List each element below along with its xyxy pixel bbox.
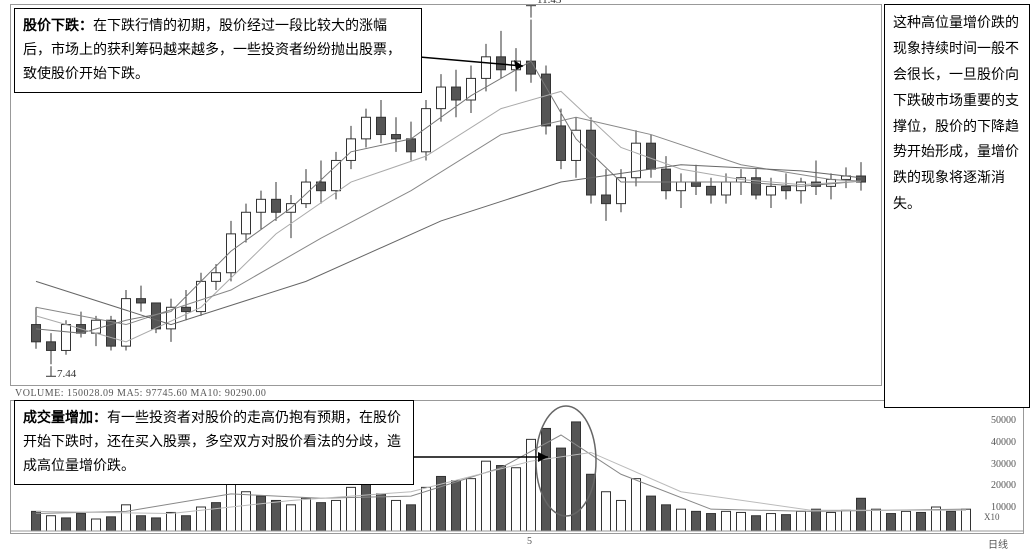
annotation-price-drop-title: 股价下跌： [23,19,93,34]
volume-ytick: 40000 [976,437,1016,448]
arrow-to-peak [408,48,538,88]
volume-header: VOLUME: 150028.09 MA5: 97745.60 MA10: 90… [15,388,266,399]
volume-ytick: 30000 [976,459,1016,470]
annotation-right: 这种高位量增价跌的现象持续时间一般不会很长，一旦股价向下跌破市场重要的支撑位，股… [884,4,1030,408]
volume-ytick: 50000 [976,415,1016,426]
annotation-price-drop: 股价下跌：在下跌行情的初期，股价经过一段比较大的涨幅后，市场上的获利筹码越来越多… [14,8,422,93]
volume-ytick: 20000 [976,480,1016,491]
x-axis-tick-5: 5 [527,536,532,547]
peak-price-label: 11.43 [537,0,561,6]
annotation-volume-increase-title: 成交量增加： [23,411,107,426]
arrow-to-volume [400,442,560,472]
annotation-right-body: 这种高位量增价跌的现象持续时间一般不会很长，一旦股价向下跌破市场重要的支撑位，股… [893,16,1019,212]
annotation-volume-increase: 成交量增加：有一些投资者对股价的走高仍抱有预期，在股价开始下跌时，还在买入股票，… [14,400,414,485]
low-price-label: 7.44 [57,368,76,380]
x10-label: X10 [984,512,1000,522]
